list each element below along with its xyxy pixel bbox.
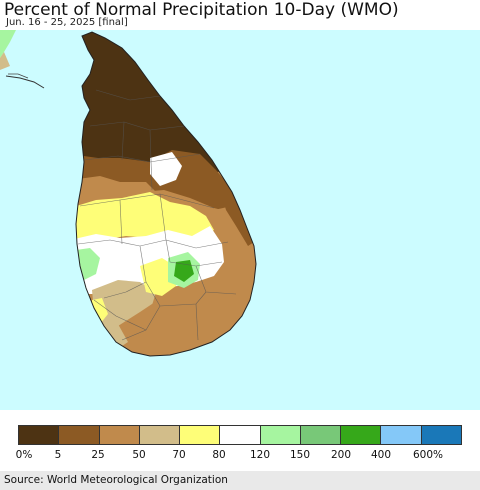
legend-swatch-7 xyxy=(300,426,342,444)
footer-bar: Source: World Meteorological Organizatio… xyxy=(0,471,480,490)
legend-swatch-2 xyxy=(99,426,140,444)
legend-label-7: 150 xyxy=(289,449,311,461)
zone-west-yellow xyxy=(76,192,214,244)
india-coast-land-2 xyxy=(0,52,10,70)
legend-label-9: 400 xyxy=(370,449,392,461)
zone-east-coast-dark xyxy=(220,190,254,246)
adams-bridge xyxy=(5,75,45,89)
legend-label-5: 80 xyxy=(212,449,226,461)
legend-swatch-5 xyxy=(220,426,261,444)
zone-greener-wet xyxy=(174,260,194,282)
source-credit: Source: World Meteorological Organizatio… xyxy=(4,474,228,486)
legend-label-4: 70 xyxy=(172,449,186,461)
legend-color-bar xyxy=(18,425,462,445)
legend-label-10: 600% xyxy=(412,449,444,461)
legend-swatch-8 xyxy=(341,426,382,444)
zone-south-brown xyxy=(118,298,214,356)
precipitation-map xyxy=(0,30,480,410)
legend-label-8: 200 xyxy=(330,449,352,461)
zone-east-brown xyxy=(198,206,256,330)
date-range-subtitle: Jun. 16 - 25, 2025 [final] xyxy=(6,17,128,28)
legend-swatch-0 xyxy=(19,426,60,444)
legend-label-6: 120 xyxy=(249,449,271,461)
adams-bridge-2 xyxy=(8,73,29,79)
island-outline xyxy=(75,31,257,357)
legend-label-2: 25 xyxy=(91,449,105,461)
legend-label-0: 0% xyxy=(15,449,33,461)
india-coast-land xyxy=(0,30,16,58)
legend-swatch-9 xyxy=(381,426,422,444)
legend-label-1: 5 xyxy=(54,449,62,461)
legend-swatch-1 xyxy=(59,426,100,444)
legend-swatch-4 xyxy=(180,426,221,444)
legend-labels: 0% 5 25 50 70 80 120 150 200 400 600% xyxy=(0,449,480,463)
legend-label-3: 50 xyxy=(132,449,146,461)
zone-southwest-tip xyxy=(96,312,128,350)
page-title: Percent of Normal Precipitation 10-Day (… xyxy=(4,0,399,20)
zone-north-band xyxy=(76,150,236,212)
district-boundaries xyxy=(77,89,237,341)
legend-swatch-10 xyxy=(421,426,461,444)
legend-swatch-3 xyxy=(139,426,181,444)
legend-swatch-6 xyxy=(260,426,301,444)
